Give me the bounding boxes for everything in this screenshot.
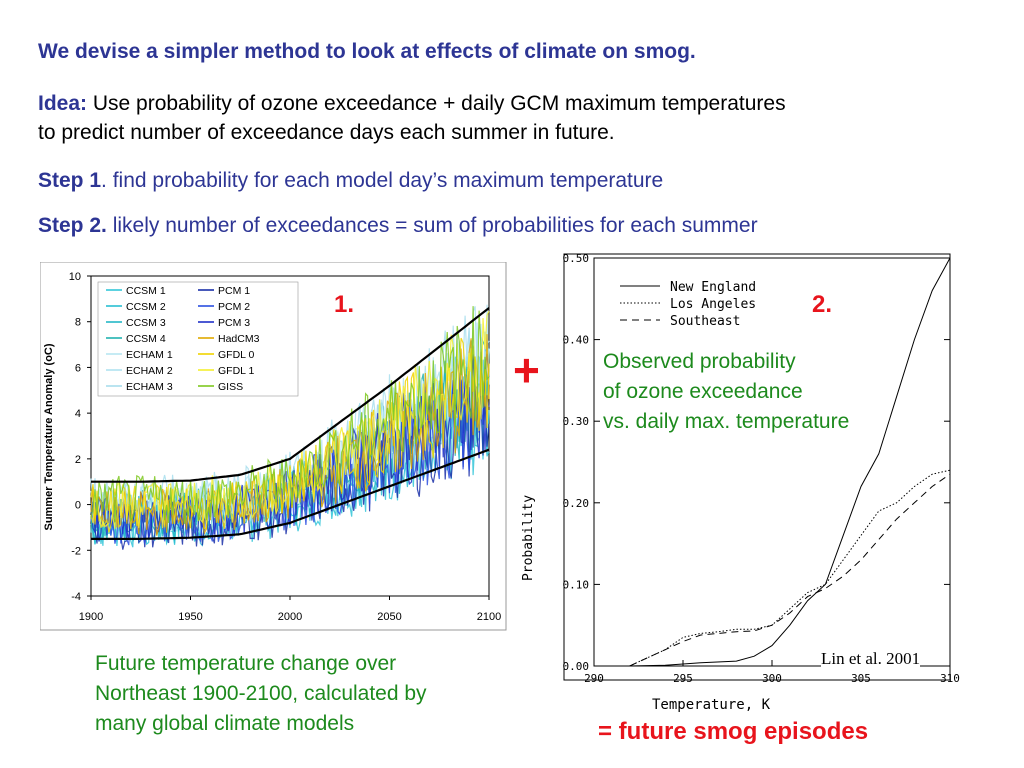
chart1-legend: CCSM 1 CCSM 2 CCSM 3 CCSM 4 ECHAM 1 ECHAM 2 EC… [106,285,260,393]
chart1-legend-label: HadCM3 [218,333,260,345]
chart2-marker: 2. [812,291,833,318]
chart1-model-line [90,310,490,529]
credit-label: Lin et al. 2001 [821,649,921,669]
chart2-y-tick-label: 0.00 [563,660,590,673]
chart1-lower-envelope [91,448,490,540]
chart2-legend-label: Los Angeles [670,297,756,312]
step1-line: Step 1. find probability for each model … [38,166,663,195]
chart1-ticks-group: 10 8 6 4 2 0 -2 -4 1900 1950 2000 2050 2100 [69,271,501,623]
probability-chart: 0.50 0.40 0.30 0.20 0.10 0.00 290 295 300 305 310 … [512,248,972,715]
future-caption-line: many global climate models [95,712,355,735]
idea-paragraph: Idea: Use probability of ozone exceedanc… [38,89,998,147]
chart1-ylabel: Summer Temperature Anomaly (oC) [43,343,55,530]
observed-caption-line: vs. daily max. temperature [603,410,850,433]
chart1-y-tick-label: 6 [75,362,81,374]
chart1-legend-label: ECHAM 2 [126,365,173,377]
chart1-legend-label: CCSM 4 [126,333,166,345]
chart1-legend-label: PCM 1 [218,285,250,297]
chart2-series-group [594,257,951,667]
chart1-y-tick-label: 10 [69,271,81,283]
chart1-legend-label: GISS [218,381,243,393]
chart1-y-tick-label: -4 [71,591,81,603]
step1-text: . find probability for each model day’s … [101,169,664,192]
chart2-legend-label: New England [670,280,756,295]
chart1-y-tick-label: 2 [75,454,81,466]
future-caption-line: Future temperature change over [95,652,397,675]
chart1-upper-envelope [91,307,490,483]
chart1-legend-label: CCSM 1 [126,285,166,297]
chart2-series-line [594,257,951,667]
chart2-x-tick-label: 300 [762,672,782,685]
chart2-y-tick-label: 0.20 [563,497,590,510]
chart1-legend-label: PCM 3 [218,317,250,329]
chart1-series-group [90,304,490,550]
chart2-x-tick-label: 295 [673,672,693,685]
chart2-xlabel-text: Temperature, K [652,697,771,713]
chart2-series-line [594,473,951,667]
chart1-legend-label: CCSM 2 [126,301,166,313]
chart1-legend-box [97,281,299,397]
chart1-x-tick-label: 2100 [477,611,501,623]
future-caption-line: Northeast 1900-2100, calculated by [95,682,427,705]
result-text: = future smog episodes [598,718,869,745]
chart1-x-tick-label: 2050 [377,611,401,623]
chart2-x-tick-label: 290 [584,672,604,685]
observed-caption-line: Observed probability [603,350,796,373]
chart2-y-tick-label: 0.10 [563,578,590,591]
chart1-model-line [90,306,490,524]
chart2-series-line [594,469,951,667]
chart1-y-tick-label: 8 [75,317,81,329]
slide-heading: We devise a simpler method to look at ef… [38,40,696,63]
plus-sign: + [513,344,540,396]
chart1-x-tick-label: 1950 [178,611,202,623]
chart1-x-tick-label: 2000 [278,611,302,623]
idea-line1: Use probability of ozone exceedance + da… [87,92,786,115]
step2-text: likely number of exceedances = sum of pr… [106,214,758,237]
chart1-y-tick-label: 0 [75,500,81,512]
future-caption: Future temperature change over Northeast… [95,649,427,739]
chart1-envelope-group [91,307,490,540]
chart2-y-tick-label: 0.50 [563,252,590,265]
chart2-legend-label: Southeast [670,314,740,329]
step2-line: Step 2. likely number of exceedances = s… [38,211,758,240]
chart1-y-tick-label: -2 [71,545,81,557]
chart2-y-tick-label: 0.40 [563,334,590,347]
chart2-y-tick-label: 0.30 [563,415,590,428]
idea-label: Idea: [38,92,88,115]
observed-caption-line: of ozone exceedance [603,380,803,403]
chart1-marker: 1. [334,291,355,318]
chart2-x-tick-label: 310 [940,672,960,685]
chart1-legend-label: ECHAM 3 [126,381,173,393]
chart2-legend: New England Los Angeles Southeast [620,280,756,329]
chart1-y-tick-label: 4 [75,408,81,420]
chart1-legend-label: PCM 2 [218,301,250,313]
chart2-ylabel: Probability [521,495,536,581]
chart1-legend-label: GFDL 1 [218,365,255,377]
chart1-legend-label: CCSM 3 [126,317,166,329]
step1-label: Step 1 [38,169,102,192]
chart2-x-tick-label: 305 [851,672,871,685]
step2-label: Step 2. [38,214,107,237]
chart1-x-tick-label: 1900 [79,611,103,623]
idea-line2: to predict number of exceedance days eac… [38,121,615,144]
chart1-legend-label: GFDL 0 [218,349,255,361]
chart2-frame [563,253,951,681]
temperature-chart: 10 8 6 4 2 0 -2 -4 1900 1950 2000 2050 2100 CCSM 1 CC… [39,261,510,632]
observed-caption: Observed probability of ozone exceedance… [603,347,849,437]
chart1-legend-label: ECHAM 1 [126,349,173,361]
